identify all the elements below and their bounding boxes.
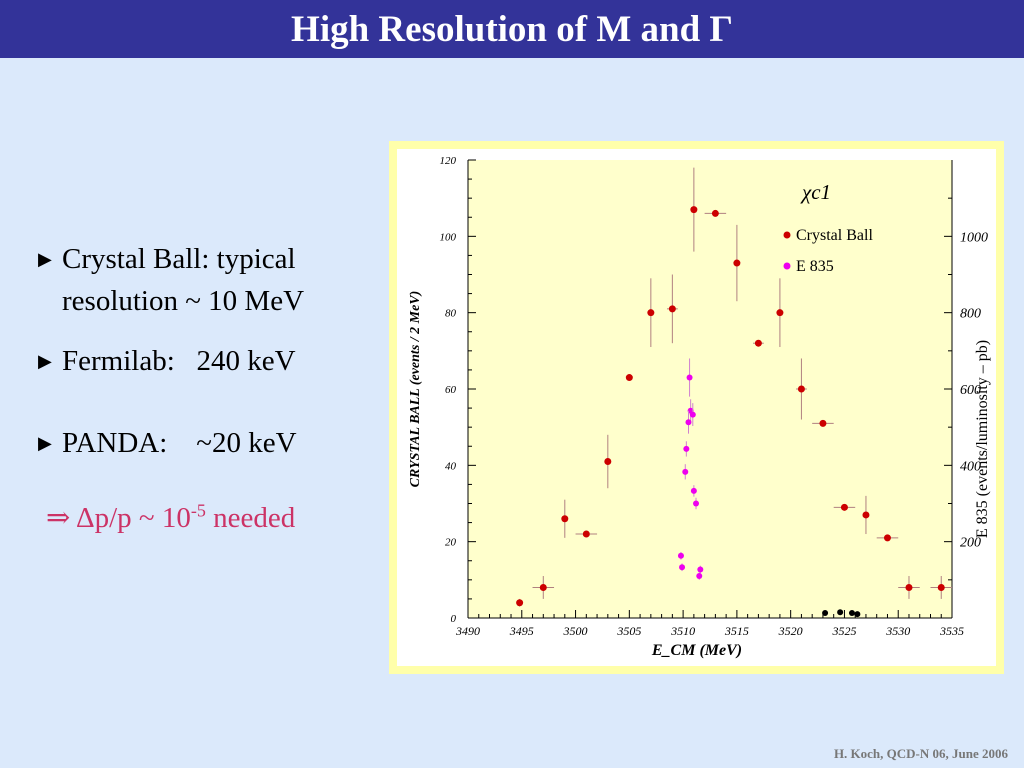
e835-point bbox=[685, 419, 692, 426]
e835-point bbox=[697, 566, 704, 573]
crystal-ball-point bbox=[561, 515, 569, 523]
x-tick-label: 3500 bbox=[563, 624, 588, 638]
chart-title: χc1 bbox=[800, 180, 831, 204]
crystal-ball-point bbox=[625, 374, 633, 382]
black-point bbox=[822, 610, 829, 617]
crystal-ball-point bbox=[733, 259, 741, 267]
e835-point bbox=[679, 564, 686, 571]
crystal-ball-point bbox=[840, 503, 848, 511]
title-bar: High Resolution of M and Γ bbox=[0, 0, 1024, 58]
e835-point bbox=[690, 487, 697, 494]
black-point bbox=[854, 611, 861, 618]
y2-tick-label: 400 bbox=[960, 459, 981, 474]
footer-credit: H. Koch, QCD-N 06, June 2006 bbox=[833, 746, 1008, 761]
crystal-ball-point bbox=[862, 511, 870, 519]
y2-tick-label: 200 bbox=[960, 536, 981, 551]
x-tick-label: 3515 bbox=[724, 624, 749, 638]
crystal-ball-point bbox=[776, 309, 784, 317]
axes: 3490 3495 3500 3505 3510 3515 3520 3525 3530 3535… bbox=[440, 155, 989, 638]
x-tick-label: 3495 bbox=[509, 624, 534, 638]
x-tick-label: 3490 bbox=[455, 624, 480, 638]
conclusion-text: ⇒ Δp/p ~ 10-5 needed bbox=[46, 500, 295, 535]
y-tick-label: 40 bbox=[445, 460, 457, 472]
e835-point bbox=[689, 411, 696, 418]
y-tick-label: 100 bbox=[440, 231, 457, 243]
x-tick-label: 3525 bbox=[831, 624, 856, 638]
crystal-ball-point bbox=[516, 599, 524, 607]
y-tick-label: 20 bbox=[445, 537, 457, 549]
e835-point bbox=[682, 468, 689, 475]
y2-axis-label: E 835 (events/luminosity – pb) bbox=[974, 340, 991, 538]
slide-title: High Resolution of M and Γ bbox=[291, 8, 733, 50]
triangle-right-icon: ▶ bbox=[38, 351, 52, 371]
plot-area bbox=[468, 160, 952, 618]
crystal-ball-point bbox=[647, 309, 655, 317]
crystal-ball-point bbox=[937, 583, 945, 591]
crystal-ball-point bbox=[711, 209, 719, 217]
legend-label: E 835 bbox=[796, 258, 834, 275]
conclusion-suffix: needed bbox=[205, 502, 296, 534]
bullet-text: Fermilab: 240 keV bbox=[62, 345, 296, 377]
e835-point bbox=[677, 552, 684, 559]
y-tick-label: 0 bbox=[451, 613, 457, 625]
y2-tick-label: 600 bbox=[960, 383, 981, 398]
x-tick-label: 3535 bbox=[939, 624, 964, 638]
data-marks bbox=[516, 167, 952, 618]
figure-panel: 3490 3495 3500 3505 3510 3515 3520 3525 3530 3535… bbox=[397, 149, 996, 666]
triangle-right-icon: ▶ bbox=[38, 249, 52, 269]
crystal-ball-point bbox=[819, 419, 827, 427]
x-tick-label: 3530 bbox=[885, 624, 910, 638]
legend-marker-e835 bbox=[783, 262, 791, 270]
conclusion-exponent: -5 bbox=[190, 500, 206, 521]
crystal-ball-point bbox=[604, 458, 612, 466]
bullet-text: PANDA: ~20 keV bbox=[62, 427, 297, 459]
y-tick-label: 120 bbox=[440, 155, 457, 167]
black-point bbox=[848, 610, 855, 617]
black-point bbox=[837, 609, 844, 616]
y-axis-label: CRYSTAL BALL (events / 2 MeV) bbox=[408, 291, 423, 488]
legend-marker-crystal-ball bbox=[783, 231, 791, 239]
y-tick-label: 80 bbox=[445, 308, 457, 320]
crystal-ball-point bbox=[582, 530, 590, 538]
triangle-right-icon: ▶ bbox=[38, 433, 52, 453]
legend: Crystal Ball E 835 bbox=[783, 227, 873, 275]
crystal-ball-point bbox=[797, 385, 805, 393]
y2-tick-label: 1000 bbox=[960, 230, 988, 245]
e835-point bbox=[696, 573, 703, 580]
y-tick-label: 60 bbox=[445, 384, 457, 396]
bullet-line: Crystal Ball: typical bbox=[62, 243, 296, 275]
y2-tick-label: 800 bbox=[960, 307, 981, 322]
x-tick-label: 3520 bbox=[778, 624, 803, 638]
e835-point bbox=[683, 445, 690, 452]
chi-c1-chart: 3490 3495 3500 3505 3510 3515 3520 3525 3530 3535… bbox=[408, 155, 991, 659]
crystal-ball-point bbox=[905, 583, 913, 591]
bullet-line: resolution ~ 10 MeV bbox=[62, 285, 305, 317]
crystal-ball-point bbox=[754, 339, 762, 347]
crystal-ball-point bbox=[668, 305, 676, 313]
crystal-ball-point bbox=[883, 534, 891, 542]
crystal-ball-point bbox=[539, 583, 547, 591]
e835-point bbox=[693, 500, 700, 507]
conclusion-prefix: ⇒ Δp/p ~ 10 bbox=[46, 502, 191, 534]
e835-point bbox=[686, 374, 693, 381]
figure-frame: 3490 3495 3500 3505 3510 3515 3520 3525 3530 3535… bbox=[389, 141, 1004, 674]
x-tick-label: 3505 bbox=[616, 624, 641, 638]
crystal-ball-point bbox=[690, 206, 698, 214]
x-tick-label: 3510 bbox=[670, 624, 695, 638]
x-axis-label: E_CM (MeV) bbox=[651, 642, 742, 659]
legend-label: Crystal Ball bbox=[796, 227, 873, 244]
